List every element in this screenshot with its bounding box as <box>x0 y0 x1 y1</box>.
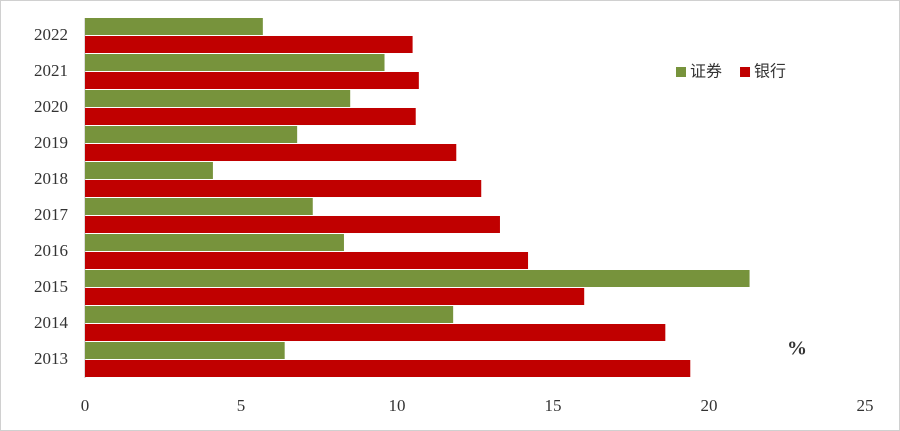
bar <box>85 324 666 341</box>
bar <box>85 288 585 305</box>
y-tick-label: 2014 <box>34 313 69 332</box>
y-tick-label: 2015 <box>34 277 68 296</box>
bar <box>85 198 313 215</box>
bar <box>85 360 691 377</box>
x-tick-label: 15 <box>545 396 562 415</box>
bar <box>85 180 482 197</box>
bar <box>85 36 413 53</box>
x-tick-label: 10 <box>389 396 406 415</box>
y-tick-label: 2016 <box>34 241 68 260</box>
bar <box>85 144 457 161</box>
bar <box>85 306 454 323</box>
bar <box>85 252 529 269</box>
y-tick-label: 2018 <box>34 169 68 188</box>
bar <box>85 108 416 125</box>
legend-label: 银行 <box>754 62 786 81</box>
bar <box>85 54 385 71</box>
bar <box>85 162 213 179</box>
unit-annotation: % <box>787 338 807 360</box>
y-tick-label: 2013 <box>34 349 68 368</box>
y-tick-label: 2022 <box>34 25 68 44</box>
x-tick-label: 20 <box>701 396 718 415</box>
legend-swatch <box>676 67 686 77</box>
y-tick-label: 2017 <box>34 205 69 224</box>
legend-label: 证券 <box>690 62 722 81</box>
bar <box>85 342 285 359</box>
bar <box>85 126 298 143</box>
y-tick-label: 2021 <box>34 61 68 80</box>
bar <box>85 90 351 107</box>
bar <box>85 216 500 233</box>
legend-swatch <box>740 67 751 77</box>
bar <box>85 18 263 35</box>
y-tick-label: 2020 <box>34 97 68 116</box>
y-tick-label: 2019 <box>34 133 68 152</box>
x-tick-label: 0 <box>81 396 90 415</box>
x-tick-label: 25 <box>857 396 874 415</box>
bar <box>85 270 750 287</box>
x-tick-label: 5 <box>237 396 246 415</box>
bar <box>85 234 344 251</box>
bar <box>85 72 419 89</box>
